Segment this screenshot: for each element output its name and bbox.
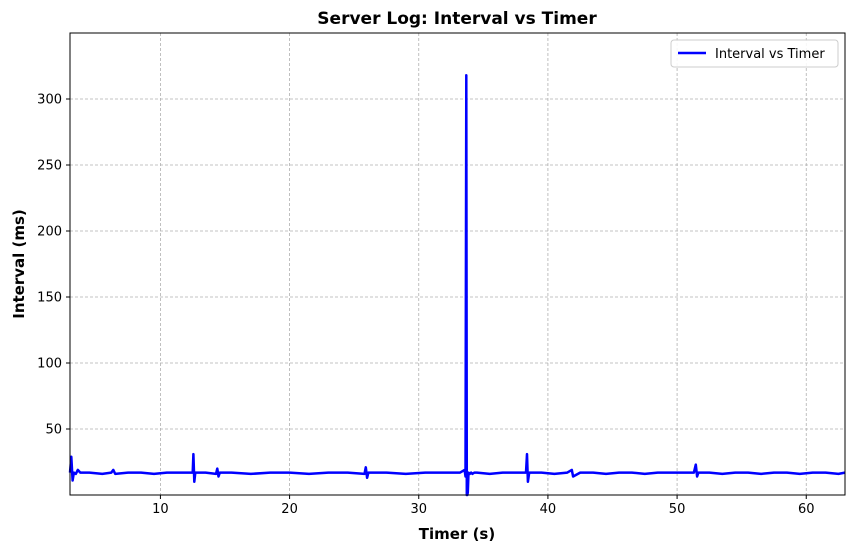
y-axis-label: Interval (ms) (10, 209, 28, 319)
series-line (68, 73, 846, 497)
axis-ticks: 10 20 30 40 50 60 50 100 150 200 250 300 (37, 93, 814, 518)
y-tick-label: 250 (37, 159, 62, 174)
x-tick-label: 30 (410, 502, 427, 517)
grid-lines (70, 33, 845, 495)
series-layer (68, 73, 846, 497)
x-tick-label: 10 (152, 502, 169, 517)
legend: Interval vs Timer (670, 39, 839, 68)
legend-box (670, 39, 839, 68)
x-tick-label: 20 (281, 502, 298, 517)
y-tick-label: 150 (37, 291, 62, 306)
y-tick-label: 50 (45, 423, 62, 438)
y-tick-label: 200 (37, 225, 62, 240)
x-tick-label: 50 (669, 502, 686, 517)
chart-title: Server Log: Interval vs Timer (317, 9, 597, 29)
y-tick-label: 300 (37, 93, 62, 108)
x-axis-label: Timer (s) (419, 525, 495, 543)
plot-frame (69, 32, 846, 496)
legend-label: Interval vs Timer (715, 47, 825, 62)
x-tick-label: 60 (798, 502, 815, 517)
y-tick-label: 100 (37, 357, 62, 372)
x-tick-label: 40 (540, 502, 557, 517)
